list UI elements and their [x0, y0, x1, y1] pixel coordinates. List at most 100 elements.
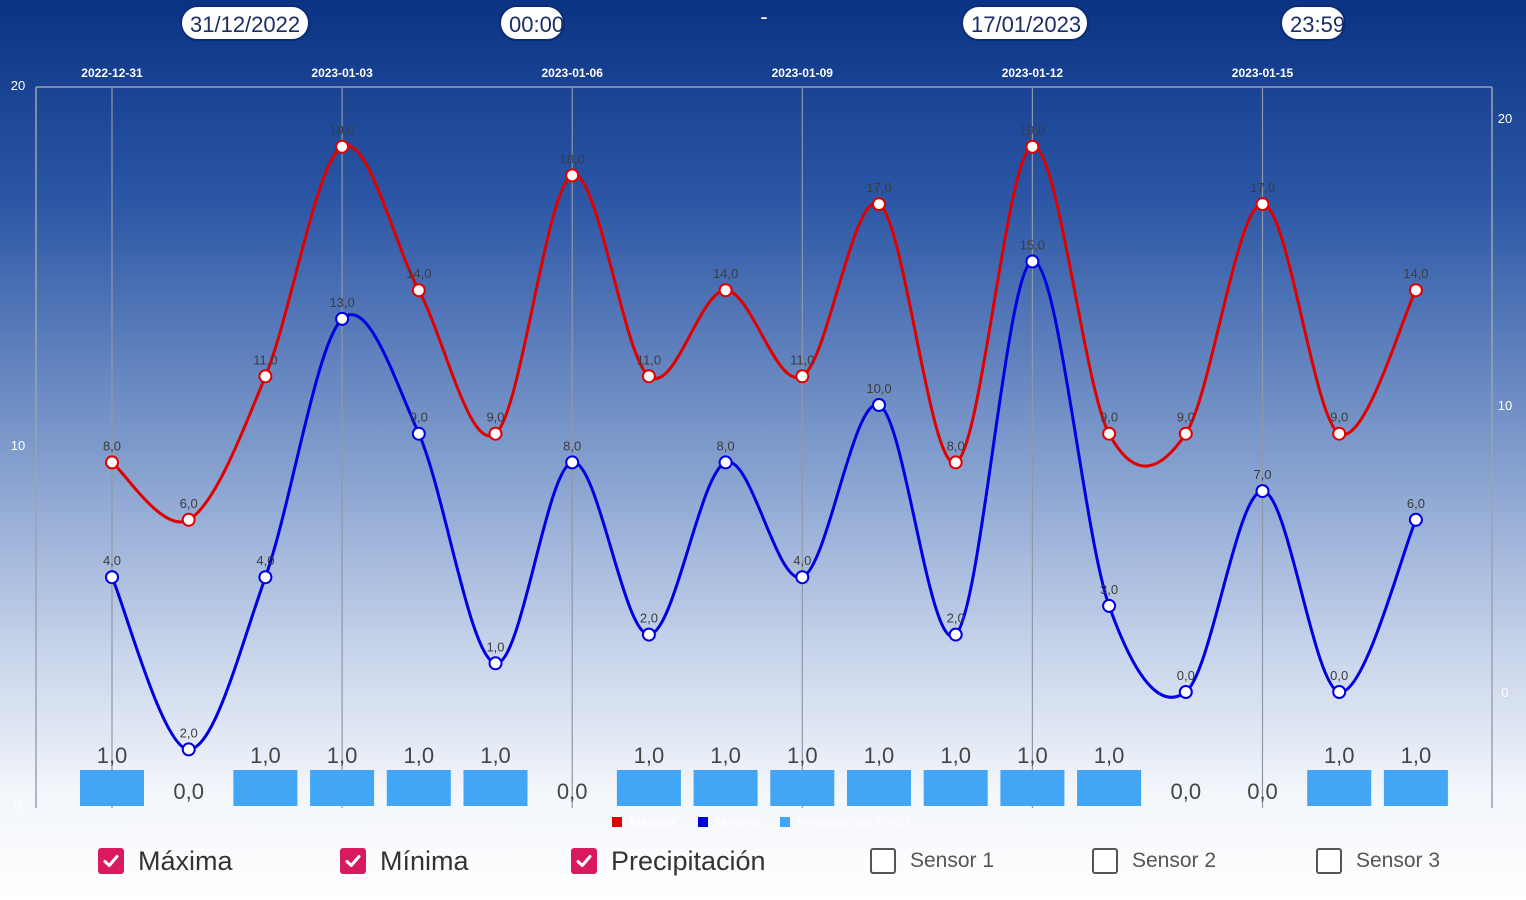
point-minima	[105, 570, 119, 585]
point-maxima	[1102, 426, 1117, 441]
toggle-label: Sensor 1	[910, 849, 995, 872]
checkbox-icon[interactable]	[1092, 848, 1118, 874]
precip-value-label: 1,0	[710, 743, 741, 768]
date-range-separator: -	[760, 4, 768, 29]
legend-swatch	[698, 817, 708, 827]
right-axis-tick-label: 20	[1498, 111, 1512, 126]
point-minima	[641, 627, 656, 642]
x-tick-label: 2022-12-31	[81, 66, 143, 80]
end-date-field[interactable]: 17/01/2023	[961, 5, 1089, 41]
toggle-label: Máxima	[138, 845, 233, 876]
checkbox-icon[interactable]	[98, 848, 124, 874]
point-minima	[1255, 484, 1270, 499]
point-maxima	[1408, 283, 1423, 298]
point-minima	[718, 455, 733, 470]
precip-value-label: 1,0	[1017, 743, 1048, 768]
precip-value-label: 1,0	[634, 743, 665, 768]
checkbox-icon[interactable]	[340, 848, 366, 874]
point-label-maxima: 9,0	[1177, 410, 1195, 425]
x-tick-label: 2023-01-06	[542, 66, 604, 80]
point-maxima	[718, 283, 733, 298]
point-label-maxima: 17,0	[1250, 180, 1275, 195]
precip-value-label: 0,0	[1171, 779, 1202, 804]
precip-value-label: 0,0	[1247, 779, 1278, 804]
toggle-maxima[interactable]: Máxima	[98, 838, 233, 884]
precip-bar	[1307, 770, 1372, 806]
point-maxima	[258, 369, 273, 384]
precip-bar	[386, 770, 451, 806]
point-maxima	[795, 369, 810, 384]
point-maxima	[948, 455, 963, 470]
point-maxima	[411, 283, 426, 298]
precip-value-label: 1,0	[1094, 743, 1125, 768]
toggle-precipitacion[interactable]: Precipitación	[571, 838, 766, 884]
left-axis-tick-label: 20	[11, 78, 25, 93]
start-time-field[interactable]: 00:00	[499, 5, 565, 41]
precip-value-label: 1,0	[480, 743, 511, 768]
left-axis-tick-label: 10	[11, 438, 25, 453]
point-label-minima: 8,0	[563, 438, 581, 453]
precip-value-label: 1,0	[787, 743, 818, 768]
series-line-minima	[110, 260, 1418, 751]
point-minima	[795, 570, 810, 585]
point-maxima	[1332, 426, 1347, 441]
x-tick-label: 2023-01-15	[1232, 66, 1294, 80]
start-date-field[interactable]: 31/12/2022	[180, 5, 310, 41]
point-maxima	[488, 426, 503, 441]
point-label-minima: 7,0	[1253, 467, 1271, 482]
point-label-maxima: 11,0	[637, 352, 661, 367]
toggle-label: Sensor 2	[1132, 849, 1217, 872]
left-axis-tick-label: 0	[14, 798, 21, 813]
toggle-sensor-2[interactable]: Sensor 2	[1092, 838, 1216, 884]
precip-value-label: 1,0	[1401, 743, 1432, 768]
precip-value-label: 1,0	[1324, 743, 1355, 768]
point-minima	[565, 455, 580, 470]
point-label-minima: 15,0	[1020, 238, 1045, 253]
legend-label: Precipitación (l/m2)	[798, 815, 909, 830]
precip-value-label: 0,0	[173, 779, 204, 804]
right-axis-tick-label: 10	[1498, 398, 1512, 413]
point-label-minima: 2,0	[947, 611, 965, 626]
toggle-sensor-3[interactable]: Sensor 3	[1316, 838, 1440, 884]
point-label-maxima: 6,0	[180, 496, 198, 511]
x-tick-label: 2023-01-12	[1002, 66, 1064, 80]
point-maxima	[1178, 426, 1193, 441]
point-label-maxima: 14,0	[406, 266, 431, 281]
toggle-sensor-1[interactable]: Sensor 1	[870, 838, 994, 884]
point-maxima	[872, 197, 886, 212]
point-label-minima: 10,0	[866, 381, 891, 396]
point-label-maxima: 17,0	[866, 180, 891, 195]
toggle-minima[interactable]: Mínima	[340, 838, 469, 884]
point-minima	[411, 426, 426, 441]
point-minima	[181, 742, 196, 757]
precip-bar	[233, 770, 298, 806]
checkbox-icon[interactable]	[1316, 848, 1342, 874]
point-label-maxima: 9,0	[1100, 410, 1118, 425]
precip-value-label: 1,0	[864, 743, 895, 768]
point-label-maxima: 11,0	[790, 352, 814, 367]
precip-value-label: 1,0	[250, 743, 281, 768]
precip-bar	[1077, 770, 1142, 806]
end-time-field[interactable]: 23:59	[1280, 5, 1346, 41]
precip-bar	[693, 770, 758, 806]
point-label-minima: 9,0	[410, 410, 428, 425]
point-maxima	[105, 455, 119, 470]
legend-label: Máxima	[630, 815, 676, 830]
precip-bar	[770, 770, 835, 806]
point-label-maxima: 19,0	[1020, 123, 1045, 138]
x-tick-label: 2023-01-09	[772, 66, 834, 80]
point-label-minima: 8,0	[717, 438, 735, 453]
point-maxima	[641, 369, 656, 384]
point-label-minima: 0,0	[1330, 668, 1348, 683]
toggle-label: Sensor 3	[1356, 849, 1441, 872]
checkbox-icon[interactable]	[870, 848, 896, 874]
point-maxima	[1255, 197, 1270, 212]
point-label-minima: 1,0	[486, 639, 504, 654]
point-minima	[1178, 685, 1193, 699]
point-minima	[258, 570, 273, 585]
precip-bar	[616, 770, 681, 806]
checkbox-icon[interactable]	[571, 848, 597, 874]
point-label-maxima: 8,0	[947, 438, 965, 453]
right-axis-tick-label: 0	[1501, 685, 1508, 700]
point-minima	[1408, 512, 1423, 527]
